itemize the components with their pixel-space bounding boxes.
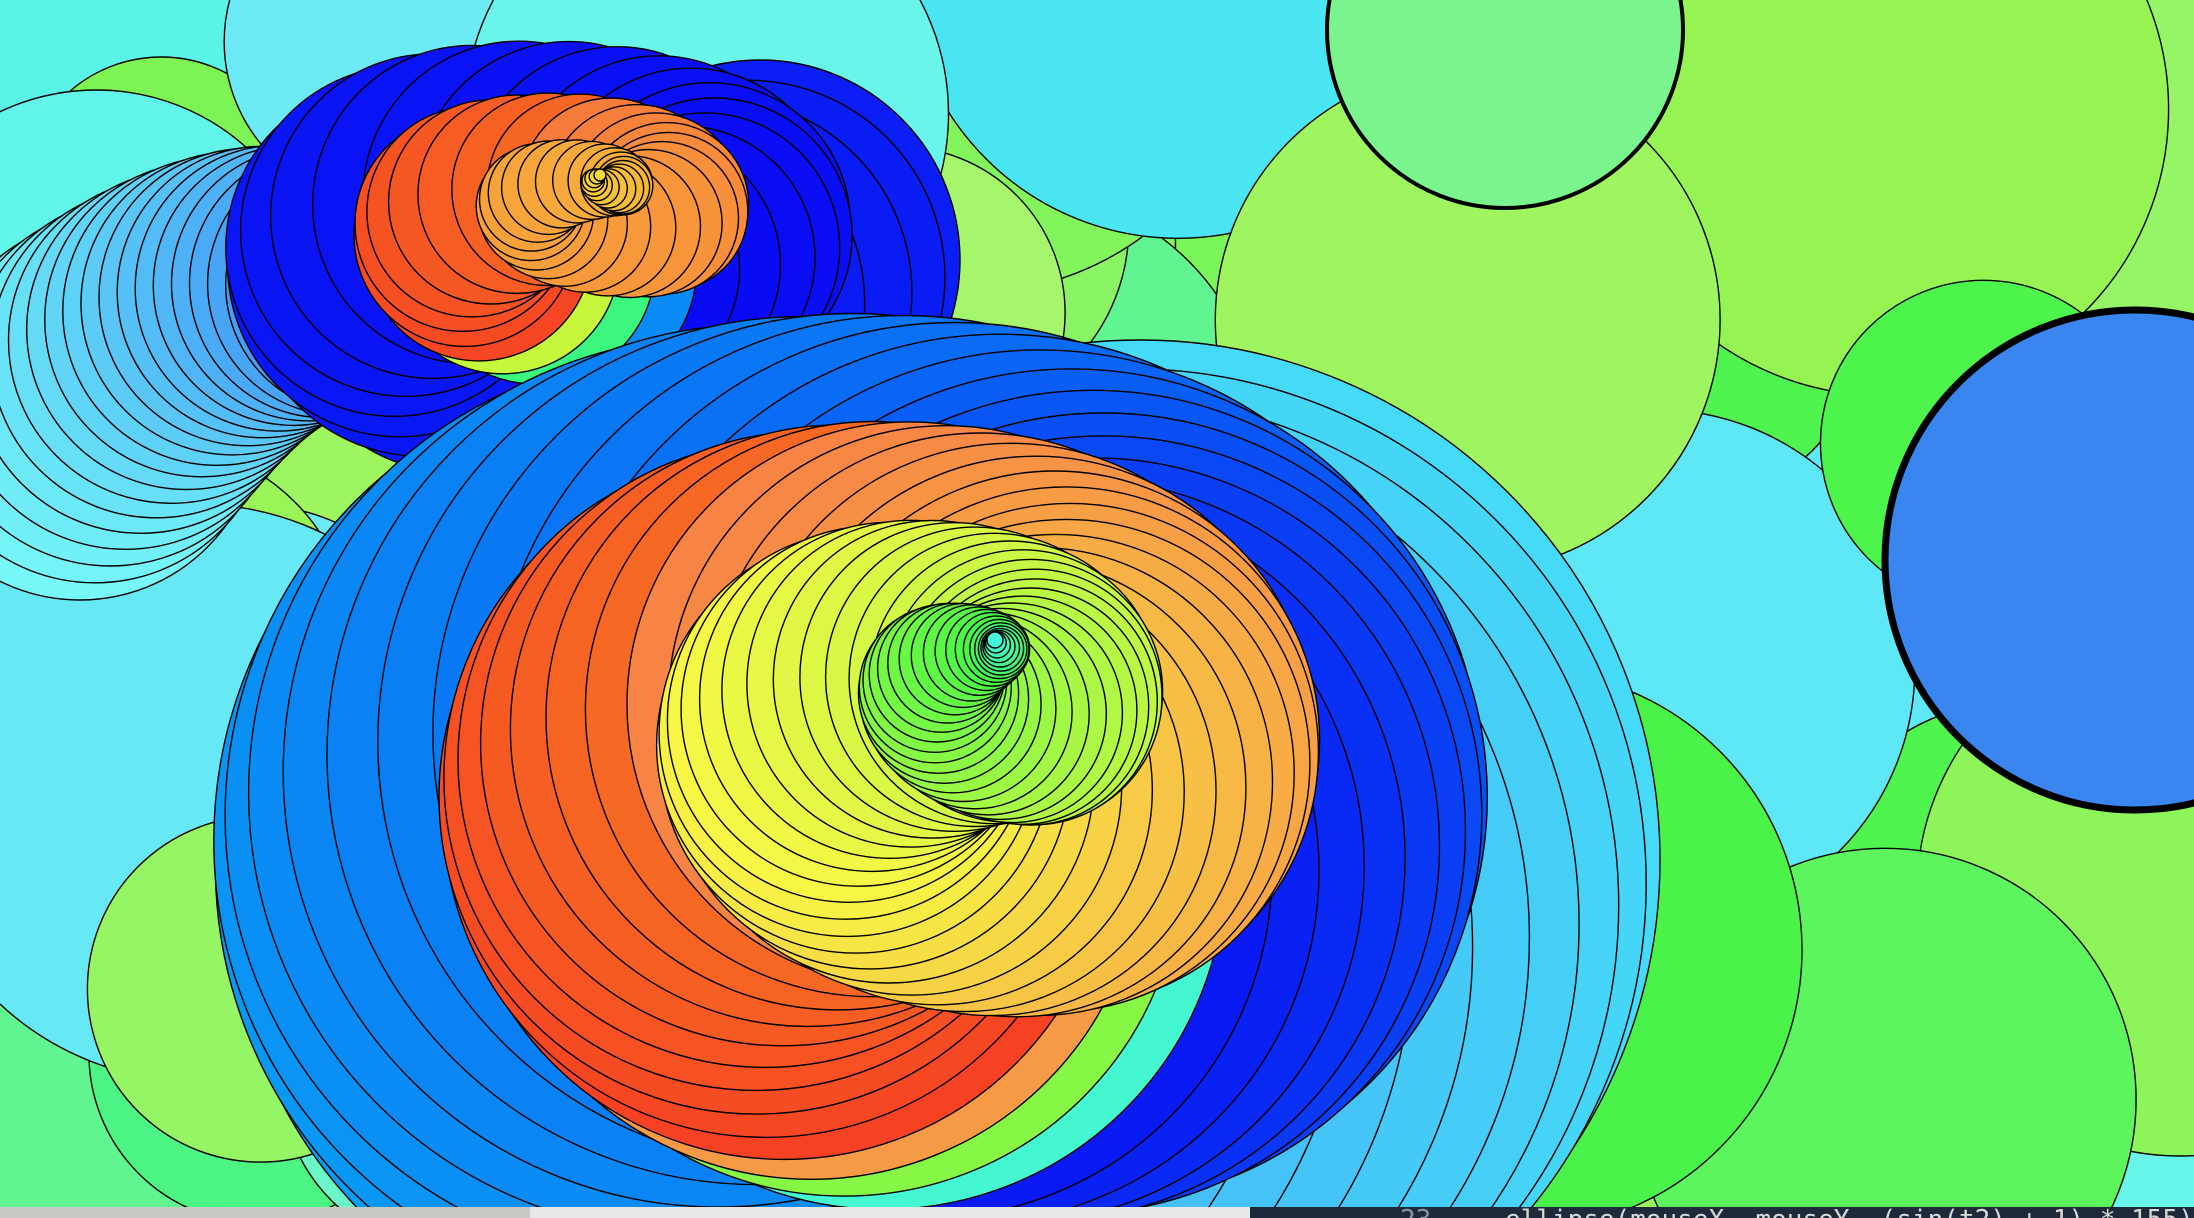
toolbar (530, 1207, 1250, 1218)
spiral-small (225, 40, 961, 498)
circle (1325, 0, 1685, 210)
circle (593, 168, 607, 182)
line-number: 23 (1400, 1205, 1431, 1218)
code-editor (1250, 1207, 2194, 1218)
spiral-large (213, 312, 1661, 1218)
editor-strip: 23 ellipse(mouseX, mouseY, (sin(t2) + 1)… (0, 1205, 2194, 1218)
circle (986, 631, 1004, 649)
toolbar (0, 1207, 530, 1218)
accent-circles (1325, 0, 2194, 814)
circle (1881, 306, 2194, 814)
code-line: ellipse(mouseX, mouseY, (sin(t2) + 1) * … (1505, 1205, 2194, 1218)
